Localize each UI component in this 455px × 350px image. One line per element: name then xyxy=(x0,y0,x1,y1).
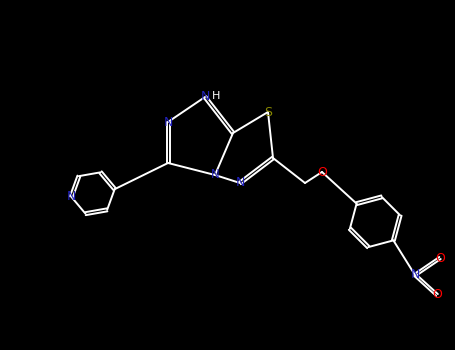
Text: S: S xyxy=(264,105,272,119)
Text: N: N xyxy=(200,91,210,104)
Text: N: N xyxy=(211,168,219,182)
Text: O: O xyxy=(432,288,442,301)
Text: O: O xyxy=(317,166,327,178)
Text: N: N xyxy=(163,116,173,128)
Text: N: N xyxy=(66,190,76,203)
Text: O: O xyxy=(435,252,445,265)
Text: H: H xyxy=(212,91,220,101)
Text: N: N xyxy=(235,176,245,189)
Text: N: N xyxy=(410,268,420,281)
